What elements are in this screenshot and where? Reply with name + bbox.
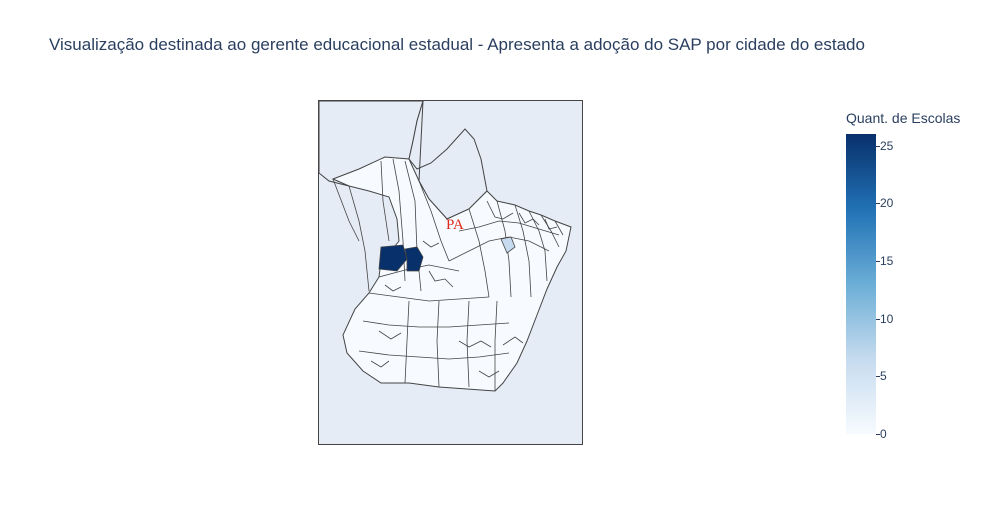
colorbar-tick-label: 0	[880, 427, 887, 441]
state-map[interactable]: PA	[319, 101, 583, 445]
colorbar-tickmark	[876, 203, 880, 205]
colorbar-tick-label: 15	[880, 253, 894, 268]
colorbar-title: Quant. de Escolas	[846, 110, 961, 126]
chart-title: Visualização destinada ao gerente educac…	[49, 35, 865, 54]
colorbar-tickmark	[876, 145, 880, 147]
colorbar-tickmark	[876, 260, 880, 262]
municipality-highlight-3[interactable]	[500, 236, 516, 254]
state-label: PA	[446, 217, 464, 233]
municipality-highlight-1[interactable]	[378, 244, 408, 272]
municipality-highlight-2[interactable]	[404, 246, 424, 272]
colorbar-tick-label: 25	[880, 138, 894, 153]
colorbar-tick-label: 20	[880, 196, 894, 211]
colorbar-tickmark	[876, 318, 880, 320]
colorbar	[846, 134, 876, 434]
colorbar-tick-label: 10	[880, 311, 894, 326]
colorbar-tick-label: 5	[880, 369, 887, 384]
colorbar-tickmark	[876, 376, 880, 378]
map-frame[interactable]: PA	[318, 100, 583, 445]
colorbar-tickmark	[876, 434, 880, 435]
